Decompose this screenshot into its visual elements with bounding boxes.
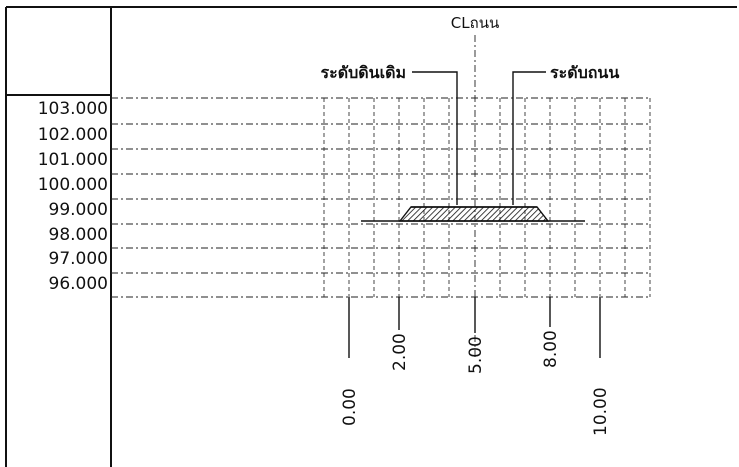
offset-label: 10.00 — [591, 387, 611, 436]
elevation-label: 99.000 — [49, 200, 108, 220]
elevation-label: 100.000 — [38, 175, 108, 195]
callout-road-level: ระดับถนน — [550, 63, 619, 82]
offset-labels: 0.00 2.00 5.00 8.00 10.00 — [340, 330, 611, 436]
elevation-labels: 103.000 102.000 101.000 100.000 99.000 9… — [38, 99, 108, 294]
offset-label: 2.00 — [390, 333, 410, 371]
elevation-rows — [111, 97, 650, 298]
offset-ticks — [348, 297, 601, 358]
elevation-label: 101.000 — [38, 150, 108, 170]
elevation-label: 97.000 — [49, 249, 108, 269]
road-embankment — [398, 206, 550, 222]
callout-existing-ground: ระดับดินเดิม — [321, 63, 406, 82]
offset-label: 5.00 — [466, 336, 486, 374]
centerline-label: CLถนน — [451, 14, 499, 32]
offset-label: 0.00 — [340, 388, 360, 426]
elevation-label: 102.000 — [38, 125, 108, 145]
drawing-frame — [5, 6, 737, 467]
elevation-label: 103.000 — [38, 99, 108, 119]
offset-label: 8.00 — [541, 330, 561, 368]
elevation-label: 96.000 — [49, 274, 108, 294]
grid-verticals — [323, 98, 651, 297]
elevation-label: 98.000 — [49, 225, 108, 245]
callout-leaders — [412, 71, 546, 205]
